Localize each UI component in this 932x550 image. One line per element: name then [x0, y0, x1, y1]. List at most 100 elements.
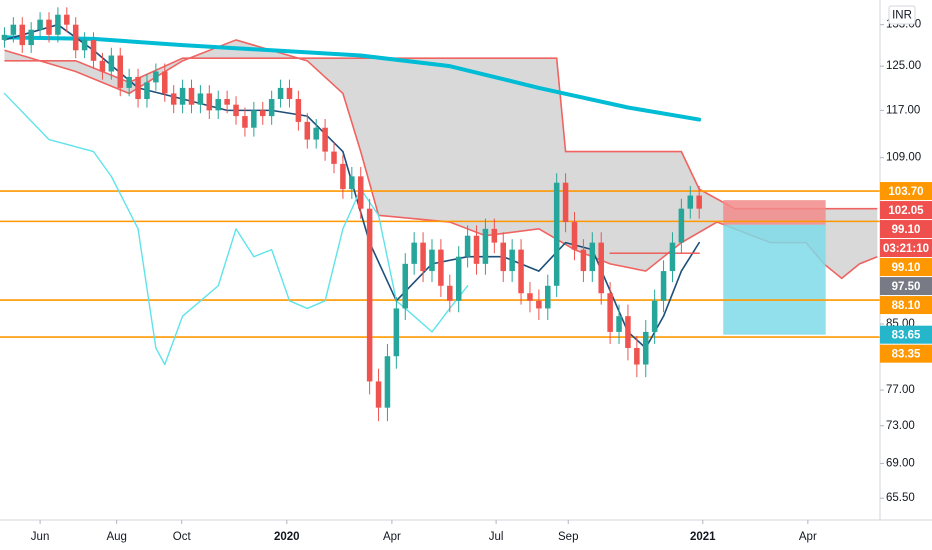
candle-body	[473, 235, 480, 264]
candle-body	[55, 14, 61, 35]
y-tick-label: 65.50	[886, 492, 915, 504]
candle-body	[19, 24, 26, 46]
candle-body	[384, 356, 391, 408]
plot-area	[0, 7, 880, 422]
candle-body	[580, 249, 587, 272]
candle-body	[286, 87, 293, 100]
candle-body	[277, 87, 284, 100]
price-badge-label: 99.10	[892, 262, 921, 274]
candle-body	[696, 195, 702, 209]
candle-body	[90, 39, 97, 61]
price-badge	[880, 239, 932, 258]
candle-body	[562, 182, 569, 223]
candle-body	[518, 249, 524, 294]
x-tick-label: Apr	[383, 531, 401, 543]
candle-body	[322, 127, 328, 152]
candle-body	[366, 208, 373, 382]
candle-body	[642, 331, 649, 365]
candle-body	[545, 285, 551, 309]
price-badge-label: 88.10	[892, 300, 921, 312]
candle-body	[625, 316, 631, 349]
price-badge-label: 99.10	[892, 224, 921, 236]
candle-body	[393, 308, 400, 357]
candle-body	[447, 285, 453, 301]
candle-body	[455, 256, 462, 301]
candle-body	[669, 242, 676, 272]
candle-body	[135, 76, 141, 100]
candle-body	[215, 99, 221, 111]
price-badge	[880, 277, 932, 296]
price-badge-label: 83.65	[892, 330, 921, 342]
indicator-line	[3, 92, 469, 366]
y-tick-label: 73.00	[886, 420, 915, 432]
candle-body	[72, 24, 79, 51]
candle-body	[331, 151, 337, 164]
price-badge	[880, 344, 932, 363]
price-badge	[880, 325, 932, 344]
x-tick-label: 2021	[690, 531, 716, 543]
candle-body	[357, 176, 364, 209]
candle-body	[438, 249, 444, 286]
candle-body	[259, 110, 266, 117]
candle-body	[224, 99, 230, 105]
candle-body	[1, 34, 8, 40]
candle-body	[420, 242, 426, 272]
y-tick-label: 77.00	[886, 384, 915, 396]
candle-body	[651, 300, 658, 332]
y-tick-label: 109.00	[886, 152, 921, 164]
x-tick-label: Jun	[31, 531, 50, 543]
candle-body	[233, 104, 239, 117]
candle-body	[616, 316, 622, 332]
candle-body	[491, 228, 498, 243]
candle-body	[46, 19, 52, 35]
candle-body	[170, 93, 177, 105]
candle-body	[126, 76, 132, 88]
candle-body	[10, 24, 17, 35]
candle-body	[313, 127, 319, 140]
candle-body	[509, 249, 515, 272]
candle-body	[402, 263, 409, 309]
candle-body	[678, 208, 685, 243]
candle-body	[206, 93, 213, 111]
candle-body	[375, 381, 382, 408]
currency-box	[888, 5, 916, 25]
x-tick-label: Oct	[173, 531, 192, 543]
candle-body	[144, 82, 150, 100]
price-badge-label: 83.35	[892, 349, 921, 361]
candle-body	[81, 39, 88, 51]
candle-body	[162, 71, 168, 94]
candle-body	[607, 293, 613, 332]
candle-body	[117, 55, 124, 88]
y-tick-label: 69.00	[886, 457, 915, 469]
x-tick-label: Aug	[106, 531, 126, 543]
x-tick-label: 2020	[274, 531, 300, 543]
candle-body	[153, 71, 159, 83]
x-tick-label: Sep	[558, 531, 578, 543]
candle-body	[268, 99, 275, 117]
candle-body	[179, 87, 186, 105]
position-target	[723, 224, 826, 335]
candle-body	[28, 29, 34, 46]
candle-body	[429, 249, 435, 272]
x-tick-label: Jul	[489, 531, 504, 543]
candle-body	[64, 14, 70, 25]
axes: 133.00125.00117.00109.0085.0077.0073.006…	[31, 19, 932, 543]
candle-body	[500, 242, 506, 272]
price-badge-label: 103.70	[888, 186, 923, 198]
currency: INR	[892, 10, 912, 22]
price-badge-label: 97.50	[892, 281, 921, 293]
candle-body	[188, 87, 195, 105]
y-tick-label: 117.00	[886, 104, 920, 116]
candle-body	[37, 19, 43, 30]
candle-body	[99, 60, 106, 72]
candle-body	[553, 182, 560, 286]
candle-body	[589, 242, 596, 272]
candle-body	[687, 195, 694, 209]
candle-body	[304, 121, 311, 140]
candle-body	[660, 271, 667, 301]
candle-body	[634, 348, 640, 365]
candle-body	[464, 235, 471, 257]
price-badge-label: 03:21:10	[883, 243, 929, 255]
candle-body	[108, 55, 115, 72]
